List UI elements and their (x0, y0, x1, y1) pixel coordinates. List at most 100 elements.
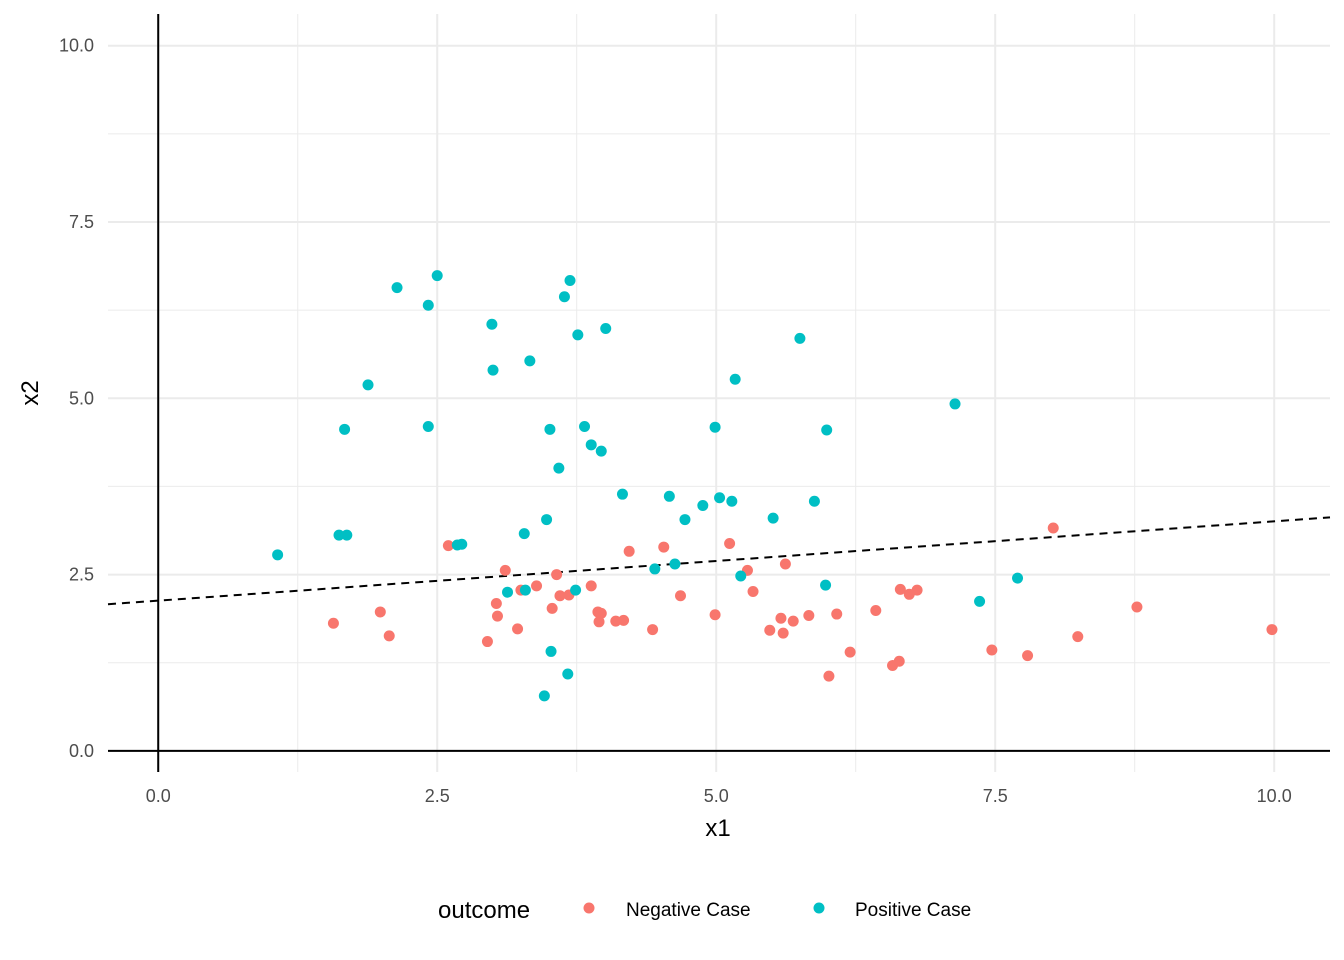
point-positive-case (544, 423, 556, 435)
x-axis-ticks: 0.0 2.5 5.0 7.5 10.0 (146, 786, 1292, 806)
point-negative-case (593, 616, 605, 628)
point-negative-case (512, 623, 524, 635)
point-negative-case (724, 538, 736, 550)
legend-title: outcome (438, 897, 530, 924)
point-negative-case (831, 608, 843, 620)
point-negative-case (551, 569, 563, 581)
point-negative-case (383, 630, 395, 642)
point-positive-case (564, 275, 576, 287)
point-positive-case (502, 586, 514, 598)
point-positive-case (538, 690, 550, 702)
y-axis-ticks: 0.0 2.5 5.0 7.5 10.0 (59, 36, 94, 761)
y-tick-label: 5.0 (69, 388, 94, 408)
point-positive-case (794, 332, 806, 344)
point-positive-case (735, 570, 747, 582)
x-axis-title: x1 (705, 815, 730, 842)
point-positive-case (333, 529, 345, 541)
point-positive-case (541, 514, 553, 526)
point-negative-case (844, 646, 856, 658)
point-negative-case (658, 541, 670, 553)
point-positive-case (519, 584, 531, 596)
point-positive-case (487, 364, 499, 376)
point-negative-case (585, 580, 597, 592)
point-negative-case (1266, 624, 1278, 636)
point-positive-case (362, 379, 374, 391)
legend-label-positive: Positive Case (855, 900, 971, 921)
point-positive-case (821, 424, 833, 436)
point-positive-case (649, 563, 661, 575)
point-negative-case (777, 627, 789, 639)
y-tick-label: 7.5 (69, 212, 94, 232)
y-tick-label: 2.5 (69, 565, 94, 585)
point-positive-case (431, 270, 443, 282)
point-negative-case (986, 644, 998, 656)
point-positive-case (820, 579, 832, 591)
y-axis-title: x2 (17, 380, 44, 405)
point-negative-case (623, 545, 635, 557)
point-negative-case (546, 602, 558, 614)
point-negative-case (1131, 601, 1143, 613)
point-positive-case (572, 329, 584, 341)
major-gridlines (108, 14, 1330, 772)
point-positive-case (579, 420, 591, 432)
point-positive-case (697, 499, 709, 511)
point-negative-case (531, 580, 543, 592)
point-positive-case (949, 398, 961, 410)
point-negative-case (870, 605, 882, 617)
point-negative-case (911, 584, 923, 596)
point-positive-case (339, 423, 351, 435)
point-positive-case (729, 373, 741, 385)
x-tick-label: 5.0 (704, 786, 729, 806)
point-positive-case (595, 445, 607, 457)
point-negative-case (442, 540, 454, 552)
point-negative-case (554, 590, 566, 602)
point-positive-case (600, 322, 612, 334)
point-negative-case (491, 610, 503, 622)
decision-boundary (107, 516, 1331, 606)
point-negative-case (327, 617, 339, 629)
x-tick-label: 0.0 (146, 786, 171, 806)
point-positive-case (669, 558, 681, 570)
point-positive-case (726, 495, 738, 507)
point-negative-case (709, 609, 721, 621)
point-negative-case (779, 558, 791, 570)
point-negative-case (374, 606, 386, 618)
minor-gridlines (108, 14, 1330, 772)
point-negative-case (647, 624, 659, 636)
data-points (272, 270, 1278, 702)
point-positive-case (558, 291, 570, 303)
point-positive-case (1012, 572, 1024, 584)
x-tick-label: 2.5 (425, 786, 450, 806)
point-positive-case (486, 318, 498, 330)
point-positive-case (562, 668, 574, 680)
point-negative-case (803, 609, 815, 621)
point-positive-case (553, 462, 565, 474)
point-positive-case (714, 492, 726, 504)
point-negative-case (893, 655, 905, 667)
point-positive-case (679, 514, 691, 526)
point-positive-case (570, 584, 582, 596)
point-positive-case (709, 421, 721, 433)
point-positive-case (663, 490, 675, 502)
point-positive-case (272, 549, 284, 561)
legend-label-negative: Negative Case (626, 900, 751, 921)
point-positive-case (585, 439, 597, 451)
point-positive-case (422, 420, 434, 432)
x-tick-label: 10.0 (1257, 786, 1292, 806)
y-tick-label: 10.0 (59, 36, 94, 56)
y-tick-label: 0.0 (69, 741, 94, 761)
point-positive-case (767, 512, 779, 524)
point-positive-case (391, 282, 403, 294)
point-negative-case (1022, 650, 1034, 662)
x-tick-label: 7.5 (983, 786, 1008, 806)
legend: outcome Negative Case Positive Case (438, 897, 971, 924)
point-positive-case (808, 495, 820, 507)
point-positive-case (518, 528, 530, 540)
point-negative-case (1047, 522, 1059, 534)
point-negative-case (674, 590, 686, 602)
reference-lines (108, 14, 1330, 772)
point-negative-case (481, 636, 493, 648)
point-negative-case (1072, 631, 1084, 643)
point-negative-case (894, 583, 906, 595)
